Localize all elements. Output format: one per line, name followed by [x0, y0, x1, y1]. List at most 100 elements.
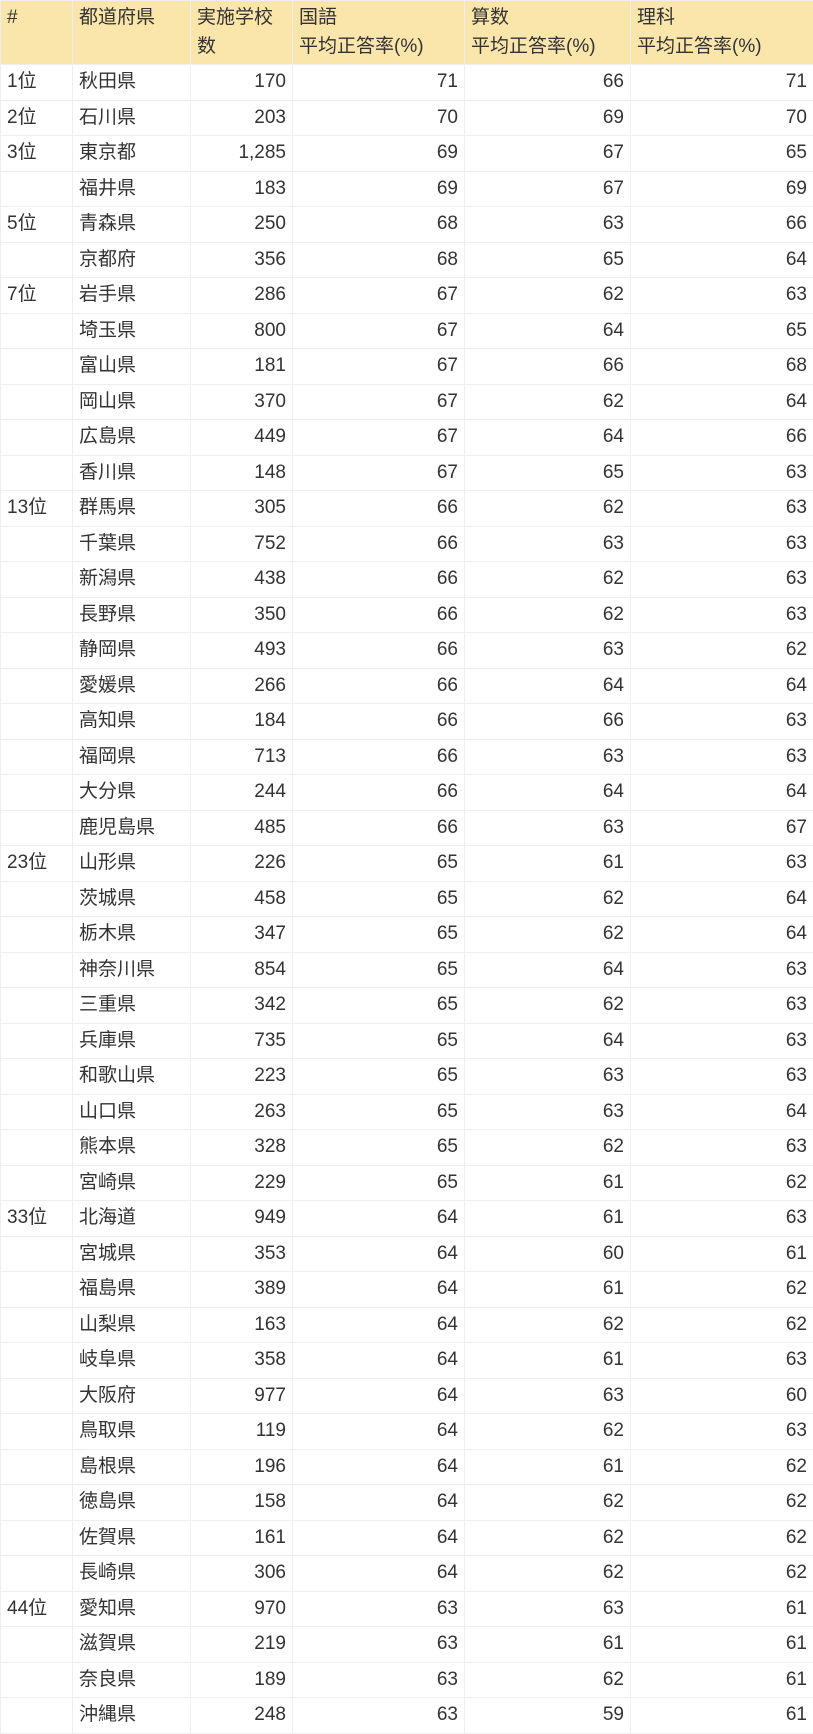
table-row: 滋賀県219636161	[1, 1627, 813, 1663]
table-row: 三重県342656263	[1, 988, 813, 1024]
cell-kokugo: 67	[293, 349, 465, 385]
table-body: 1位秋田県1707166712位石川県2037069703位東京都1,28569…	[1, 65, 813, 1734]
cell-rika: 63	[631, 491, 813, 527]
cell-sansu: 62	[465, 1662, 631, 1698]
cell-rika: 67	[631, 810, 813, 846]
cell-rika: 63	[631, 1023, 813, 1059]
cell-rank	[1, 1414, 73, 1450]
cell-rika: 63	[631, 1343, 813, 1379]
cell-pref: 静岡県	[73, 633, 191, 669]
cell-rank: 1位	[1, 65, 73, 101]
cell-schools: 170	[191, 65, 293, 101]
table-row: 佐賀県161646262	[1, 1520, 813, 1556]
cell-rank	[1, 668, 73, 704]
cell-rika: 63	[631, 455, 813, 491]
cell-sansu: 66	[465, 65, 631, 101]
cell-rank	[1, 384, 73, 420]
table-row: 山梨県163646262	[1, 1307, 813, 1343]
cell-kokugo: 66	[293, 668, 465, 704]
cell-schools: 181	[191, 349, 293, 385]
cell-sansu: 63	[465, 1059, 631, 1095]
cell-kokugo: 66	[293, 526, 465, 562]
cell-schools: 119	[191, 1414, 293, 1450]
cell-schools: 735	[191, 1023, 293, 1059]
cell-kokugo: 65	[293, 1023, 465, 1059]
cell-schools: 184	[191, 704, 293, 740]
cell-rank	[1, 242, 73, 278]
cell-kokugo: 64	[293, 1520, 465, 1556]
col-header-sansu-label1: 算数	[471, 7, 509, 28]
cell-kokugo: 64	[293, 1414, 465, 1450]
cell-schools: 248	[191, 1698, 293, 1734]
cell-pref: 愛媛県	[73, 668, 191, 704]
cell-kokugo: 65	[293, 952, 465, 988]
cell-sansu: 66	[465, 349, 631, 385]
cell-sansu: 63	[465, 1591, 631, 1627]
cell-rika: 61	[631, 1662, 813, 1698]
cell-schools: 189	[191, 1662, 293, 1698]
cell-kokugo: 68	[293, 242, 465, 278]
cell-rika: 66	[631, 420, 813, 456]
table-row: 1位秋田県170716671	[1, 65, 813, 101]
cell-rika: 62	[631, 1556, 813, 1592]
table-row: 高知県184666663	[1, 704, 813, 740]
col-header-schools-label: 実施学校数	[197, 7, 273, 57]
cell-kokugo: 65	[293, 881, 465, 917]
table-row: 島根県196646162	[1, 1449, 813, 1485]
cell-kokugo: 68	[293, 207, 465, 243]
cell-schools: 342	[191, 988, 293, 1024]
cell-kokugo: 67	[293, 420, 465, 456]
table-row: 13位群馬県305666263	[1, 491, 813, 527]
cell-sansu: 62	[465, 1485, 631, 1521]
cell-pref: 石川県	[73, 100, 191, 136]
cell-pref: 滋賀県	[73, 1627, 191, 1663]
cell-rika: 62	[631, 1520, 813, 1556]
cell-schools: 854	[191, 952, 293, 988]
table-row: 和歌山県223656363	[1, 1059, 813, 1095]
col-header-rika-label1: 理科	[637, 7, 675, 28]
table-row: 新潟県438666263	[1, 562, 813, 598]
table-row: 香川県148676563	[1, 455, 813, 491]
cell-schools: 163	[191, 1307, 293, 1343]
cell-sansu: 63	[465, 207, 631, 243]
table-row: 大阪府977646360	[1, 1378, 813, 1414]
table-row: 大分県244666464	[1, 775, 813, 811]
cell-sansu: 67	[465, 171, 631, 207]
cell-rika: 64	[631, 668, 813, 704]
cell-rika: 63	[631, 1059, 813, 1095]
cell-kokugo: 65	[293, 917, 465, 953]
cell-schools: 977	[191, 1378, 293, 1414]
cell-rank	[1, 1059, 73, 1095]
cell-schools: 229	[191, 1165, 293, 1201]
cell-rika: 60	[631, 1378, 813, 1414]
table-row: 埼玉県800676465	[1, 313, 813, 349]
cell-pref: 沖縄県	[73, 1698, 191, 1734]
cell-kokugo: 67	[293, 313, 465, 349]
cell-pref: 徳島県	[73, 1485, 191, 1521]
cell-pref: 北海道	[73, 1201, 191, 1237]
cell-schools: 713	[191, 739, 293, 775]
cell-sansu: 62	[465, 1414, 631, 1450]
table-row: 徳島県158646262	[1, 1485, 813, 1521]
cell-rika: 63	[631, 1130, 813, 1166]
cell-pref: 熊本県	[73, 1130, 191, 1166]
cell-pref: 長崎県	[73, 1556, 191, 1592]
col-header-kokugo: 国語 平均正答率(%)	[293, 1, 465, 65]
cell-pref: 山口県	[73, 1094, 191, 1130]
cell-rika: 68	[631, 349, 813, 385]
cell-sansu: 62	[465, 384, 631, 420]
cell-kokugo: 65	[293, 1094, 465, 1130]
cell-sansu: 61	[465, 1272, 631, 1308]
col-header-rank-label: #	[7, 7, 18, 28]
cell-pref: 岡山県	[73, 384, 191, 420]
cell-rika: 63	[631, 952, 813, 988]
cell-rika: 63	[631, 562, 813, 598]
table-row: 宮崎県229656162	[1, 1165, 813, 1201]
cell-kokugo: 63	[293, 1591, 465, 1627]
cell-rika: 65	[631, 136, 813, 172]
cell-kokugo: 63	[293, 1698, 465, 1734]
cell-kokugo: 66	[293, 491, 465, 527]
table-row: 富山県181676668	[1, 349, 813, 385]
cell-rika: 63	[631, 1201, 813, 1237]
cell-sansu: 61	[465, 846, 631, 882]
